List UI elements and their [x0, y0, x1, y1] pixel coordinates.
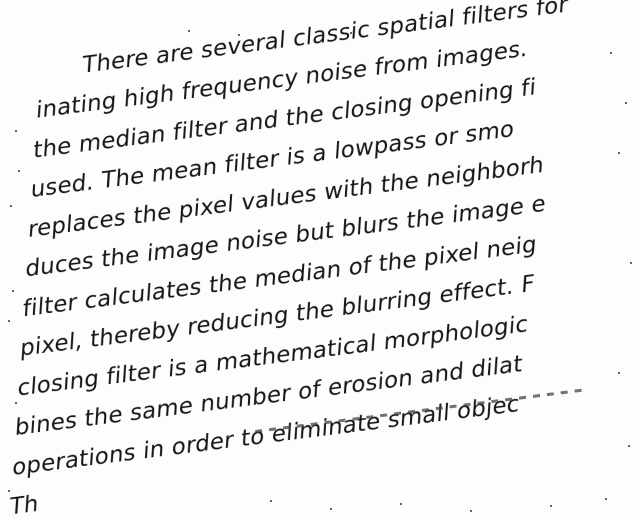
- scan-noise-dot: [238, 34, 240, 36]
- scan-noise-dot: [605, 498, 607, 500]
- paragraph: There are several classic spatial filter…: [8, 0, 640, 520]
- scan-noise-dot: [625, 102, 627, 104]
- scan-noise-dot: [8, 320, 10, 322]
- scan-noise-dot: [188, 30, 190, 32]
- scan-noise-dot: [550, 505, 552, 507]
- scan-noise-dot: [270, 500, 272, 502]
- scan-noise-dot: [22, 432, 24, 434]
- scan-noise-dot: [350, 32, 352, 34]
- scan-noise-dot: [10, 205, 12, 207]
- scan-noise-dot: [618, 152, 620, 154]
- scan-noise-dot: [15, 402, 17, 404]
- scan-noise-dot: [618, 372, 620, 374]
- scan-noise-dot: [215, 48, 217, 50]
- scan-noise-dot: [400, 503, 402, 505]
- scan-noise-dot: [12, 290, 14, 292]
- scan-noise-dot: [628, 445, 630, 447]
- scan-noise-dot: [470, 510, 472, 512]
- scan-noise-dot: [610, 52, 612, 54]
- scan-noise-dot: [330, 508, 332, 510]
- scan-noise-dot: [630, 262, 632, 264]
- scan-noise-dot: [15, 130, 17, 132]
- scan-noise-dot: [8, 490, 10, 492]
- scan-noise-dot: [18, 170, 20, 172]
- scan-noise-dot: [300, 33, 302, 35]
